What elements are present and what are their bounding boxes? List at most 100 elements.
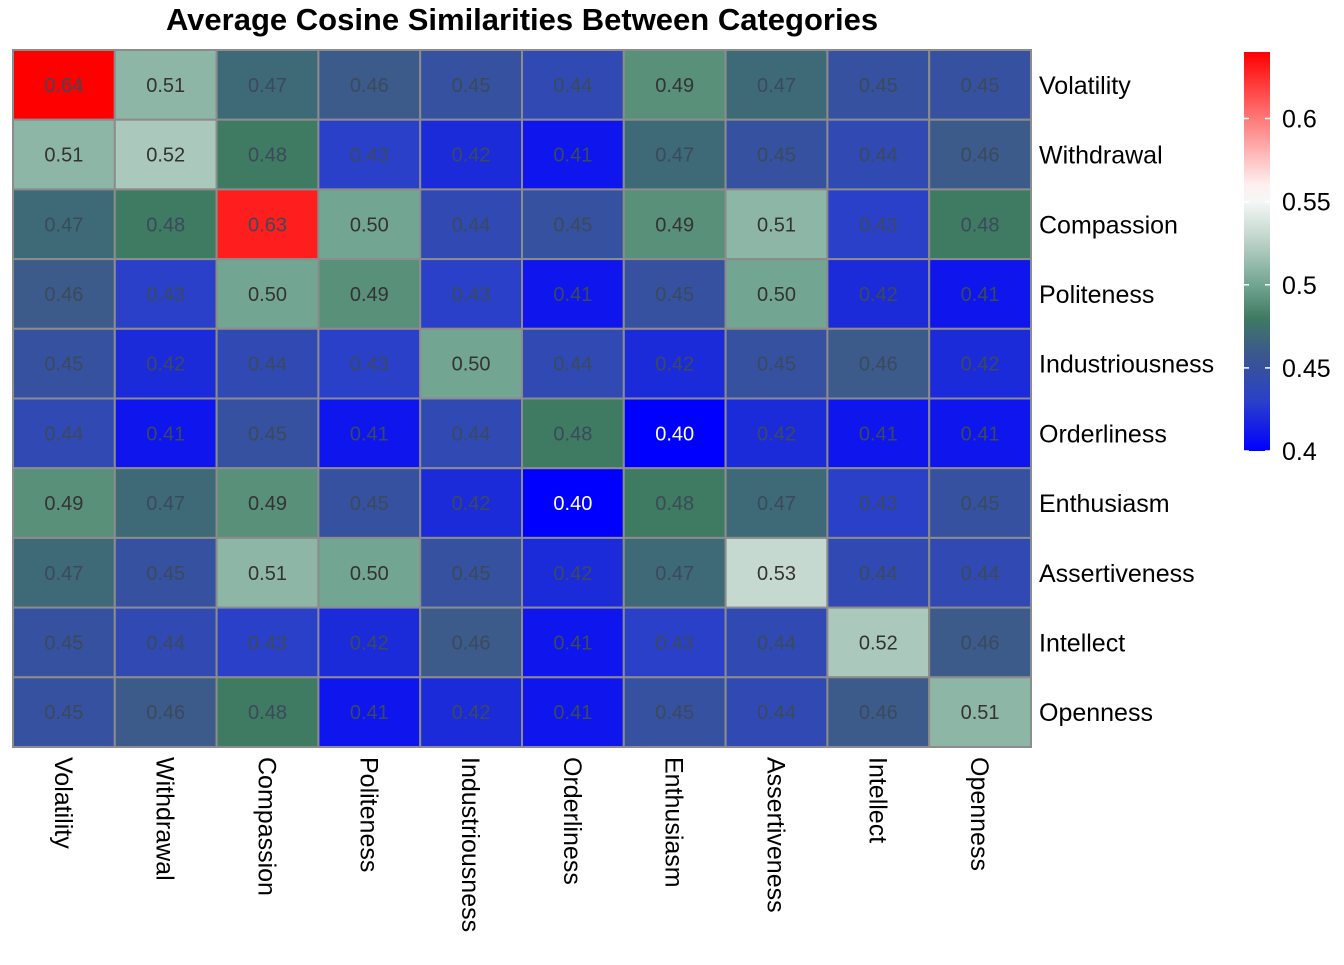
- cell-value-label: 0.50: [350, 214, 389, 236]
- heatmap-cell-intellect-politeness: [317, 606, 422, 679]
- heatmap-cell-openness-compassion: [215, 676, 320, 748]
- cell-value-label: 0.45: [44, 354, 83, 376]
- cell-value-label: 0.51: [248, 563, 287, 585]
- heatmap-cell-volatility-openness: [928, 49, 1033, 121]
- heatmap-cell-compassion-compassion: [215, 188, 320, 261]
- cell-value-label: 0.41: [961, 284, 1000, 306]
- legend-tick-label: 0.45: [1282, 355, 1331, 383]
- cell-value-label: 0.51: [961, 702, 1000, 724]
- cell-value-label: 0.45: [452, 563, 491, 585]
- cell-value-label: 0.41: [553, 702, 592, 724]
- heatmap-cell-industriousness-intellect: [826, 327, 931, 400]
- column-label-compassion: Compassion: [253, 757, 281, 896]
- heatmap-cell-industriousness-industriousness: [419, 327, 524, 400]
- cell-value-label: 0.45: [350, 493, 389, 515]
- cell-value-label: 0.49: [44, 493, 83, 515]
- cell-value-label: 0.45: [44, 632, 83, 654]
- cell-value-label: 0.48: [248, 145, 287, 167]
- heatmap-cell-enthusiasm-enthusiasm: [622, 467, 727, 539]
- row-label-industriousness: Industriousness: [1039, 351, 1214, 379]
- cell-value-label: 0.40: [655, 423, 694, 445]
- chart-title: Average Cosine Similarities Between Cate…: [166, 2, 878, 37]
- cell-value-label: 0.43: [350, 354, 389, 376]
- heatmap-cell-industriousness-enthusiasm: [622, 327, 727, 400]
- heatmap-cell-enthusiasm-politeness: [317, 467, 422, 539]
- cell-value-label: 0.42: [961, 354, 1000, 376]
- heatmap-cell-withdrawal-intellect: [826, 118, 931, 191]
- heatmap-cell-industriousness-assertiveness: [724, 327, 829, 400]
- cell-value-label: 0.44: [452, 423, 491, 445]
- heatmap-cell-enthusiasm-intellect: [826, 467, 931, 539]
- cell-value-label: 0.51: [44, 145, 83, 167]
- heatmap-cell-industriousness-compassion: [215, 327, 320, 400]
- cell-value-label: 0.41: [146, 423, 185, 445]
- cell-value-label: 0.43: [146, 284, 185, 306]
- heatmap-cell-compassion-openness: [928, 188, 1033, 261]
- heatmap-cell-withdrawal-orderliness: [521, 118, 625, 191]
- cell-value-label: 0.49: [655, 214, 694, 236]
- heatmap-cell-orderliness-politeness: [317, 397, 422, 470]
- cell-value-label: 0.42: [757, 423, 796, 445]
- heatmap-cell-volatility-volatility: [12, 49, 116, 121]
- cell-value-label: 0.43: [859, 493, 898, 515]
- cell-value-label: 0.46: [350, 75, 389, 97]
- heatmap-cell-intellect-withdrawal: [113, 606, 218, 679]
- cell-value-label: 0.52: [146, 145, 185, 167]
- heatmap-cell-assertiveness-withdrawal: [113, 536, 218, 609]
- cell-value-label: 0.41: [553, 632, 592, 654]
- cell-value-label: 0.45: [452, 75, 491, 97]
- column-labels: Volatility Withdrawal Compassion Politeness…: [49, 757, 993, 932]
- cell-value-label: 0.46: [961, 632, 1000, 654]
- cell-value-label: 0.43: [350, 145, 389, 167]
- heatmap-cell-enthusiasm-orderliness: [521, 467, 625, 539]
- cell-value-label: 0.50: [757, 284, 796, 306]
- column-label-openness: Openness: [965, 757, 993, 871]
- cell-value-label: 0.44: [757, 702, 796, 724]
- cell-value-label: 0.46: [859, 354, 898, 376]
- color-legend: 0.4 0.45 0.5 0.55 0.6: [1244, 52, 1331, 466]
- heatmap-cell-intellect-industriousness: [419, 606, 524, 679]
- cell-value-label: 0.44: [961, 563, 1000, 585]
- cell-value-label: 0.44: [757, 632, 796, 654]
- heatmap-cell-orderliness-intellect: [826, 397, 931, 470]
- legend-tick-label: 0.55: [1282, 189, 1331, 217]
- column-label-enthusiasm: Enthusiasm: [660, 757, 688, 888]
- heatmap-cell-intellect-intellect: [826, 606, 931, 679]
- heatmap-cell-politeness-enthusiasm: [622, 258, 727, 330]
- heatmap-cell-orderliness-orderliness: [521, 397, 625, 470]
- heatmap-cell-compassion-enthusiasm: [622, 188, 727, 261]
- cell-value-label: 0.51: [757, 214, 796, 236]
- cell-value-label: 0.46: [961, 145, 1000, 167]
- cell-value-label: 0.45: [146, 563, 185, 585]
- heatmap-cell-openness-enthusiasm: [622, 676, 727, 748]
- heatmap-cell-intellect-assertiveness: [724, 606, 829, 679]
- cell-value-label: 0.43: [248, 632, 287, 654]
- cell-value-label: 0.45: [248, 423, 287, 445]
- legend-tick-label: 0.5: [1282, 272, 1317, 300]
- column-label-intellect: Intellect: [863, 757, 891, 843]
- heatmap-cell-orderliness-compassion: [215, 397, 320, 470]
- heatmap-cell-assertiveness-assertiveness: [724, 536, 829, 609]
- heatmap-cell-openness-orderliness: [521, 676, 625, 748]
- row-label-politeness: Politeness: [1039, 281, 1154, 309]
- cell-value-label: 0.49: [248, 493, 287, 515]
- column-label-withdrawal: Withdrawal: [151, 757, 179, 881]
- row-label-withdrawal: Withdrawal: [1039, 142, 1163, 170]
- cell-value-label: 0.51: [146, 75, 185, 97]
- heatmap-cell-withdrawal-openness: [928, 118, 1033, 191]
- heatmap-cell-orderliness-volatility: [12, 397, 116, 470]
- column-label-assertiveness: Assertiveness: [762, 757, 790, 913]
- heatmap-cell-withdrawal-withdrawal: [113, 118, 218, 191]
- cell-value-label: 0.64: [44, 75, 83, 97]
- cell-value-label: 0.46: [146, 702, 185, 724]
- heatmap-cell-industriousness-orderliness: [521, 327, 625, 400]
- cell-value-label: 0.44: [44, 423, 83, 445]
- heatmap-cell-assertiveness-intellect: [826, 536, 931, 609]
- heatmap-cell-assertiveness-enthusiasm: [622, 536, 727, 609]
- cell-value-label: 0.47: [44, 563, 83, 585]
- heatmap-cell-orderliness-industriousness: [419, 397, 524, 470]
- cell-value-label: 0.40: [553, 493, 592, 515]
- heatmap-cell-intellect-volatility: [12, 606, 116, 679]
- cell-value-label: 0.48: [961, 214, 1000, 236]
